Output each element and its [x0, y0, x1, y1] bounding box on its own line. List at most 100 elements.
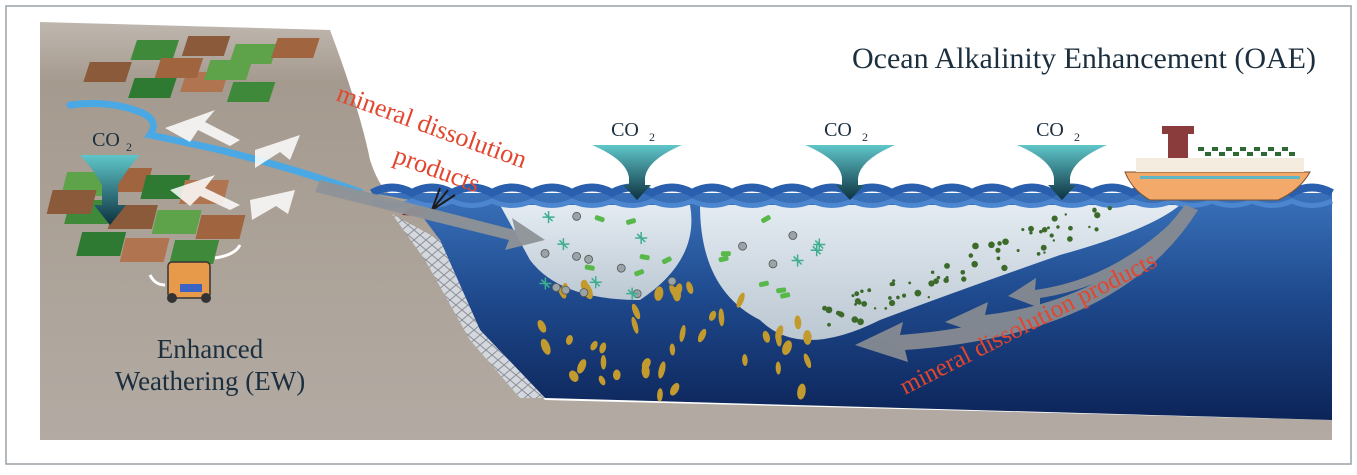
plankton-icon — [572, 251, 581, 261]
co2-label: CO — [611, 119, 639, 141]
plankton-icon — [718, 255, 729, 263]
particle-icon — [928, 280, 935, 287]
particle-icon — [679, 324, 686, 342]
particle-icon — [775, 361, 781, 375]
cargo-block — [1247, 152, 1253, 156]
particle-icon — [697, 328, 707, 343]
particle-icon — [854, 291, 860, 297]
plankton-icon — [540, 249, 550, 258]
swirl-arrow-icon — [255, 135, 300, 168]
cargo-block — [1233, 152, 1239, 156]
cargo-block — [1254, 147, 1260, 151]
particle-icon — [1051, 215, 1058, 222]
particle-icon — [794, 315, 802, 330]
land-swirl-arrows — [165, 110, 300, 220]
particle-icon — [1056, 225, 1060, 229]
particle-icon — [742, 354, 748, 366]
plankton-icon — [584, 264, 595, 271]
particle-icon — [657, 388, 663, 402]
swirl-arrow-icon — [165, 110, 240, 146]
cargo-block — [1198, 147, 1204, 151]
ocean-co2-funnels — [592, 145, 1107, 200]
particle-icon — [1029, 231, 1033, 235]
particle-icon — [930, 270, 935, 274]
particle-icon — [1002, 238, 1009, 246]
particle-icon — [860, 289, 864, 294]
particle-icon — [1016, 248, 1020, 253]
field-tile — [169, 240, 220, 264]
particle-icon — [803, 353, 812, 369]
ship-icon — [1124, 126, 1311, 201]
particle-icon — [631, 303, 641, 320]
plankton-icon — [661, 256, 672, 265]
plankton-icon — [557, 238, 570, 251]
field-tile — [195, 215, 246, 239]
field-tile — [128, 78, 177, 98]
plankton-icon — [738, 241, 747, 251]
particle-icon — [1046, 226, 1050, 230]
flow-arrow-icon — [1008, 222, 1182, 308]
particle-icon — [612, 369, 621, 381]
particle-icon — [889, 282, 894, 287]
particle-icon — [1064, 213, 1067, 216]
particle-icon — [803, 330, 812, 345]
cargo-block — [1282, 147, 1288, 151]
field-tile — [83, 62, 132, 82]
co2-label: CO — [1036, 119, 1064, 141]
particle-icon — [1088, 225, 1091, 229]
particle-icon — [968, 253, 974, 258]
co2-label: CO — [92, 129, 120, 151]
field-tile — [46, 190, 97, 214]
co2-funnel-icon — [1017, 145, 1107, 200]
particle-icon — [927, 296, 931, 299]
particle-icon — [669, 284, 678, 298]
particle-icon — [1041, 226, 1048, 233]
particle-icon — [1043, 251, 1046, 254]
particle-icon — [996, 256, 1001, 261]
plankton-icon — [761, 215, 771, 223]
plankton-icon — [776, 287, 787, 294]
particle-icon — [827, 322, 831, 327]
particle-icon — [867, 288, 872, 293]
plankton-icon — [551, 283, 561, 292]
particle-icon — [873, 307, 877, 310]
particle-icon — [736, 292, 745, 308]
particle-icon — [1092, 208, 1097, 213]
particle-icon — [896, 295, 900, 300]
particle-icon — [1052, 239, 1056, 242]
river — [66, 100, 364, 196]
field-tile — [271, 38, 320, 58]
particle-icon — [654, 286, 664, 301]
plankton-icon — [813, 238, 826, 251]
field-tile — [229, 44, 278, 64]
particle-icon — [670, 382, 680, 396]
particle-icon — [569, 370, 579, 382]
particle-icon — [1068, 225, 1073, 231]
particle-icon — [888, 296, 892, 300]
cargo-block — [1240, 147, 1246, 151]
flow-arrow-icon — [315, 180, 545, 250]
particle-icon — [1001, 264, 1008, 272]
particle-icon — [1036, 251, 1041, 256]
plankton-icon — [594, 215, 605, 223]
plankton-icon — [720, 251, 731, 257]
cargo-block — [1226, 147, 1232, 151]
particle-icon — [851, 294, 855, 298]
particle-icon — [884, 306, 888, 310]
plankton-icon — [810, 244, 823, 257]
particle-icon — [708, 310, 717, 321]
plankton-icon — [791, 254, 804, 267]
particle-icon — [825, 306, 833, 314]
plankton-icon — [634, 269, 645, 277]
particle-icon — [537, 320, 547, 333]
particle-icon — [782, 340, 792, 355]
particle-icon — [669, 343, 676, 356]
particle-icon — [577, 359, 587, 374]
field-tile — [181, 36, 231, 56]
particle-icon — [540, 338, 551, 355]
particle-icon — [1040, 244, 1047, 251]
particle-icon — [933, 278, 939, 285]
particle-icon — [598, 375, 606, 386]
co2-label-subscript: 2 — [126, 140, 132, 154]
